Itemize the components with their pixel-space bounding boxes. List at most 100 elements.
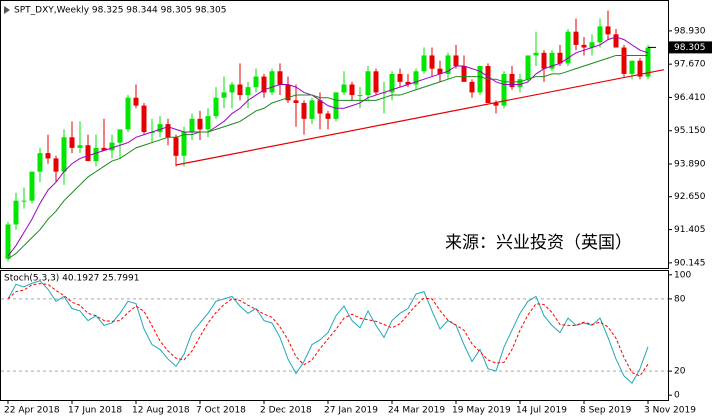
candle-body xyxy=(437,68,443,74)
candle-body xyxy=(93,147,99,162)
stoch-line xyxy=(7,283,649,377)
moving-average xyxy=(7,54,648,260)
candle-body xyxy=(125,97,131,130)
y-tick-label: 97.670 xyxy=(674,60,706,70)
candle-body xyxy=(565,31,571,64)
candle-body xyxy=(309,100,315,119)
y-tick-label: 90.145 xyxy=(674,258,706,268)
last-price-box xyxy=(669,41,712,54)
title-icon xyxy=(4,6,10,14)
candle-body xyxy=(205,116,211,130)
candle-body xyxy=(365,71,371,96)
candle-body xyxy=(5,224,11,259)
x-tick-label: 3 Nov 2019 xyxy=(644,406,696,416)
candle-body xyxy=(629,60,635,74)
candle-body xyxy=(221,92,227,98)
candle-body xyxy=(189,118,195,133)
candle-body xyxy=(405,81,411,85)
trendline xyxy=(175,69,665,166)
candle-body xyxy=(589,42,595,48)
candle-body xyxy=(293,100,299,103)
candle-body xyxy=(413,71,419,85)
moving-average xyxy=(7,36,649,257)
candle-body xyxy=(469,81,475,93)
y-tick-label: 95.150 xyxy=(674,126,706,136)
candle-body xyxy=(541,52,547,69)
y-tick-label: 20 xyxy=(674,367,686,377)
y-tick-label: 93.890 xyxy=(674,159,706,169)
candle-body xyxy=(29,171,35,201)
candle-body xyxy=(597,26,603,43)
candle-body xyxy=(269,71,275,93)
candle-body xyxy=(461,66,467,82)
candle-body xyxy=(581,44,587,48)
candle-body xyxy=(133,97,139,106)
candle-body xyxy=(501,73,507,106)
x-tick-label: 14 Jul 2019 xyxy=(516,406,567,416)
candle-body xyxy=(445,55,451,74)
candle-body xyxy=(141,105,147,133)
candle-body xyxy=(157,124,163,133)
candle-body xyxy=(285,84,291,101)
candle-body xyxy=(85,145,91,162)
candle-body xyxy=(509,73,515,88)
candle-body xyxy=(117,129,123,143)
candle-body xyxy=(549,52,555,69)
y-tick-label: 96.410 xyxy=(674,93,706,103)
candle-body xyxy=(101,147,107,151)
candle-body xyxy=(341,84,347,93)
candle-body xyxy=(613,34,619,48)
candle-body xyxy=(165,124,171,138)
candle-body xyxy=(53,158,59,172)
candle-body xyxy=(349,84,355,96)
candle-body xyxy=(421,55,427,72)
x-tick-label: 24 Mar 2019 xyxy=(388,406,445,416)
candle-body xyxy=(237,84,243,96)
x-tick-label: 27 Jan 2019 xyxy=(324,406,378,416)
candle-body xyxy=(605,26,611,35)
candle-body xyxy=(485,66,491,103)
candle-body xyxy=(533,52,539,56)
candle-body xyxy=(301,102,307,119)
candle-body xyxy=(429,55,435,69)
candle-body xyxy=(181,132,187,156)
candle-body xyxy=(637,60,643,77)
candle-body xyxy=(253,76,259,88)
candle-body xyxy=(453,55,459,67)
last-price-label: 98.305 xyxy=(674,43,706,53)
candle-body xyxy=(389,73,395,93)
y-tick-label: 91.405 xyxy=(674,225,706,235)
x-tick-label: 17 Jun 2018 xyxy=(68,406,122,416)
candle-body xyxy=(197,118,203,130)
candle-body xyxy=(373,71,379,93)
candle-body xyxy=(69,137,75,148)
stoch-panel xyxy=(0,270,669,401)
candle-body xyxy=(229,84,235,93)
candle-body xyxy=(77,145,83,148)
stoch-title: Stoch(5,3,3) 40.1927 25.7991 xyxy=(4,274,139,284)
x-tick-label: 12 Aug 2018 xyxy=(132,406,190,416)
y-tick-label: 80 xyxy=(674,294,686,304)
candle-body xyxy=(357,95,363,97)
x-tick-label: 7 Oct 2018 xyxy=(196,406,246,416)
candle-body xyxy=(333,92,339,119)
y-tick-label: 98.930 xyxy=(674,26,706,36)
candle-body xyxy=(397,73,403,82)
candle-body xyxy=(261,76,267,93)
candle-body xyxy=(517,79,523,88)
candle-body xyxy=(109,142,115,151)
chart-title: SPT_DXY,Weekly 98.325 98.344 98.305 98.3… xyxy=(14,6,226,16)
candle-body xyxy=(477,66,483,93)
candle-body xyxy=(13,200,19,225)
candle-body xyxy=(557,52,563,64)
candle-body xyxy=(277,71,283,85)
candle-body xyxy=(61,137,67,172)
candle-body xyxy=(525,55,531,80)
candle-body xyxy=(317,100,323,114)
y-tick-label: 0 xyxy=(674,391,680,401)
candle-body xyxy=(645,47,651,77)
candle-body xyxy=(493,102,499,106)
candle-body xyxy=(21,200,27,202)
